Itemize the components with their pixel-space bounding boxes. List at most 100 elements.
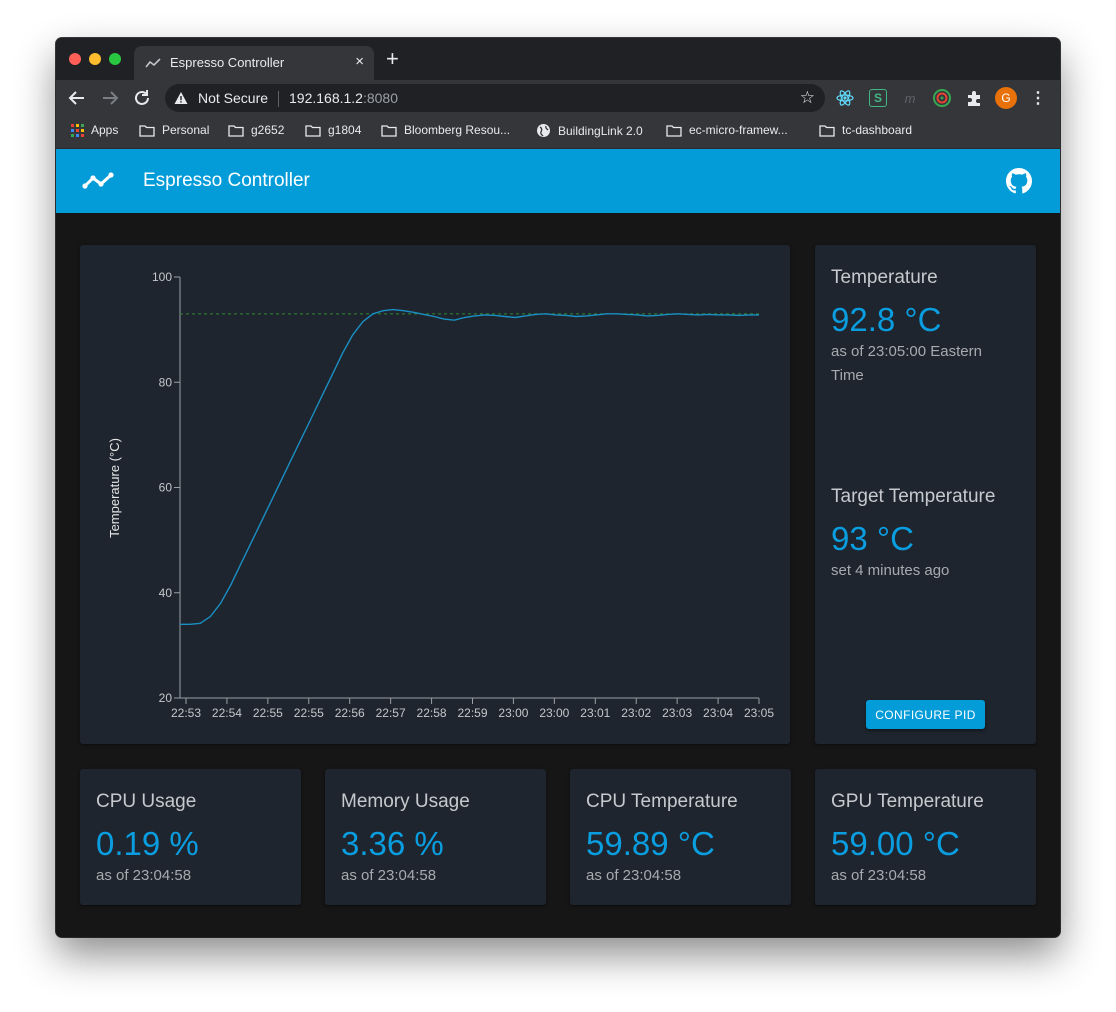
stat-title: GPU Temperature [831, 791, 984, 812]
minimize-window-button[interactable] [89, 53, 101, 65]
bookmark-apps[interactable]: Apps [71, 123, 118, 137]
warning-icon[interactable] [174, 91, 188, 105]
forward-arrow-icon[interactable] [99, 87, 121, 109]
stat-value: 0.19 % [96, 825, 199, 862]
x-tick-label: 22:54 [212, 706, 242, 720]
maximize-window-button[interactable] [109, 53, 121, 65]
x-tick-label: 23:00 [498, 706, 528, 720]
address-bar[interactable]: Not Secure 192.168.1.2:8080 ☆ [165, 84, 825, 112]
x-tick-label: 22:56 [335, 706, 365, 720]
stat-title: Memory Usage [341, 791, 470, 812]
x-tick-label: 22:55 [294, 706, 324, 720]
stat-timestamp: as of 23:04:58 [586, 867, 682, 884]
bookmark-label: g1804 [328, 123, 362, 137]
x-tick-label: 22:53 [171, 706, 201, 720]
temperature-chart-card: 20 40 60 80 100 22:53 22:54 22:55 22:55 22:56 22:… [80, 245, 790, 744]
bookmark-bloomberg[interactable]: Bloomberg Resou... [381, 123, 510, 137]
bookmark-star-icon[interactable]: ☆ [799, 88, 815, 107]
memory-usage-card: Memory Usage 3.36 % as of 23:04:58 [325, 769, 546, 905]
close-window-button[interactable] [69, 53, 81, 65]
stat-value: 3.36 % [341, 825, 444, 862]
github-icon[interactable] [1006, 168, 1032, 194]
temperature-series-line [180, 308, 759, 625]
cpu-temperature-card: CPU Temperature 59.89 °C as of 23:04:58 [570, 769, 791, 905]
x-tick-label: 22:57 [376, 706, 406, 720]
new-tab-button[interactable]: + [386, 46, 399, 71]
x-tick-label: 23:05 [744, 706, 774, 720]
stat-value: 59.00 °C [831, 825, 960, 862]
bookmark-g1804[interactable]: g1804 [305, 123, 361, 137]
bookmark-label: ec-micro-framew... [689, 123, 788, 137]
back-arrow-icon[interactable] [66, 87, 88, 109]
stat-timestamp: as of 23:04:58 [831, 867, 927, 884]
x-tick-label: 23:03 [662, 706, 692, 720]
not-secure-label[interactable]: Not Secure [198, 90, 269, 106]
temperature-title: Temperature [831, 267, 938, 288]
target-temperature-value: 93 °C [831, 520, 914, 557]
y-tick-label: 60 [159, 481, 173, 495]
target-temperature-title: Target Temperature [831, 486, 996, 507]
profile-avatar[interactable]: G [995, 87, 1017, 109]
x-tick-label: 23:00 [539, 706, 569, 720]
bookmark-buildinglink[interactable]: BuildingLink 2.0 [536, 123, 643, 138]
temperature-info-card: Temperature 92.8 °C as of 23:05:00 Easte… [815, 245, 1036, 744]
reload-icon[interactable] [131, 87, 153, 109]
menu-dots-icon[interactable]: ⋮ [1030, 90, 1046, 107]
app-bar: Espresso Controller [56, 149, 1060, 213]
url-text[interactable]: 192.168.1.2:8080 [289, 90, 398, 106]
target-set-time: set 4 minutes ago [831, 562, 950, 579]
apps-grid-icon [71, 123, 84, 137]
bookmark-personal[interactable]: Personal [139, 123, 209, 137]
cpu-usage-card: CPU Usage 0.19 % as of 23:04:58 [80, 769, 301, 905]
folder-icon [305, 124, 321, 137]
folder-icon [819, 124, 835, 137]
browser-titlebar: Espresso Controller × + [56, 38, 1060, 80]
bookmark-label: tc-dashboard [842, 123, 913, 137]
x-tick-label: 22:59 [457, 706, 487, 720]
browser-tab[interactable]: Espresso Controller × [134, 46, 374, 80]
puzzle-icon[interactable] [964, 88, 984, 108]
dashboard-content: 20 40 60 80 100 22:53 22:54 22:55 22:55 22:56 22:… [56, 213, 1060, 937]
bookmark-label: Personal [162, 123, 210, 137]
trend-line-logo-icon [82, 172, 114, 189]
tab-close-icon[interactable]: × [355, 53, 364, 70]
app-title: Espresso Controller [143, 170, 310, 191]
folder-icon [139, 124, 155, 137]
temperature-timestamp: as of 23:05:00 Eastern Time [831, 343, 982, 384]
bookmark-label: Bloomberg Resou... [404, 123, 511, 137]
bookmark-g2652[interactable]: g2652 [228, 123, 284, 137]
y-tick-label: 40 [159, 586, 173, 600]
stat-timestamp: as of 23:04:58 [341, 867, 437, 884]
configure-pid-button[interactable]: CONFIGURE PID [866, 700, 985, 729]
x-tick-label: 23:02 [621, 706, 651, 720]
x-tick-label: 22:55 [253, 706, 283, 720]
globe-icon [537, 124, 550, 137]
react-devtools-icon[interactable] [835, 88, 855, 108]
folder-icon [381, 124, 397, 137]
bookmark-label: BuildingLink 2.0 [558, 123, 643, 138]
url-host: 192.168.1.2 [289, 90, 363, 106]
stat-title: CPU Temperature [586, 791, 738, 812]
y-tick-label: 100 [152, 270, 172, 284]
s-extension-icon[interactable]: S [868, 88, 888, 108]
gpu-temperature-card: GPU Temperature 59.00 °C as of 23:04:58 [815, 769, 1036, 905]
stat-timestamp: as of 23:04:58 [96, 867, 192, 884]
x-tick-label: 22:58 [417, 706, 447, 720]
bookmark-tc-dashboard[interactable]: tc-dashboard [819, 123, 912, 137]
y-axis: 20 40 60 80 100 [152, 270, 181, 705]
x-axis: 22:53 22:54 22:55 22:55 22:56 22:57 22:58 22:59… [171, 697, 774, 720]
url-port: :8080 [362, 90, 399, 106]
bookmarks-bar: Apps Personal g2652 g1804 Bloomberg Reso… [56, 116, 1060, 149]
m-extension-icon[interactable]: m [904, 90, 916, 106]
browser-window: Espresso Controller × + Not Secure 192.1… [56, 38, 1060, 937]
y-tick-label: 20 [159, 691, 173, 705]
x-tick-label: 23:04 [703, 706, 733, 720]
target-extension-icon[interactable] [932, 88, 952, 108]
stat-title: CPU Usage [96, 791, 197, 812]
bookmark-ec-micro[interactable]: ec-micro-framew... [666, 123, 788, 137]
folder-icon [228, 124, 244, 137]
temperature-value: 92.8 °C [831, 301, 942, 338]
browser-toolbar: Not Secure 192.168.1.2:8080 ☆ S m G ⋮ [56, 80, 1060, 116]
folder-icon [666, 124, 682, 137]
